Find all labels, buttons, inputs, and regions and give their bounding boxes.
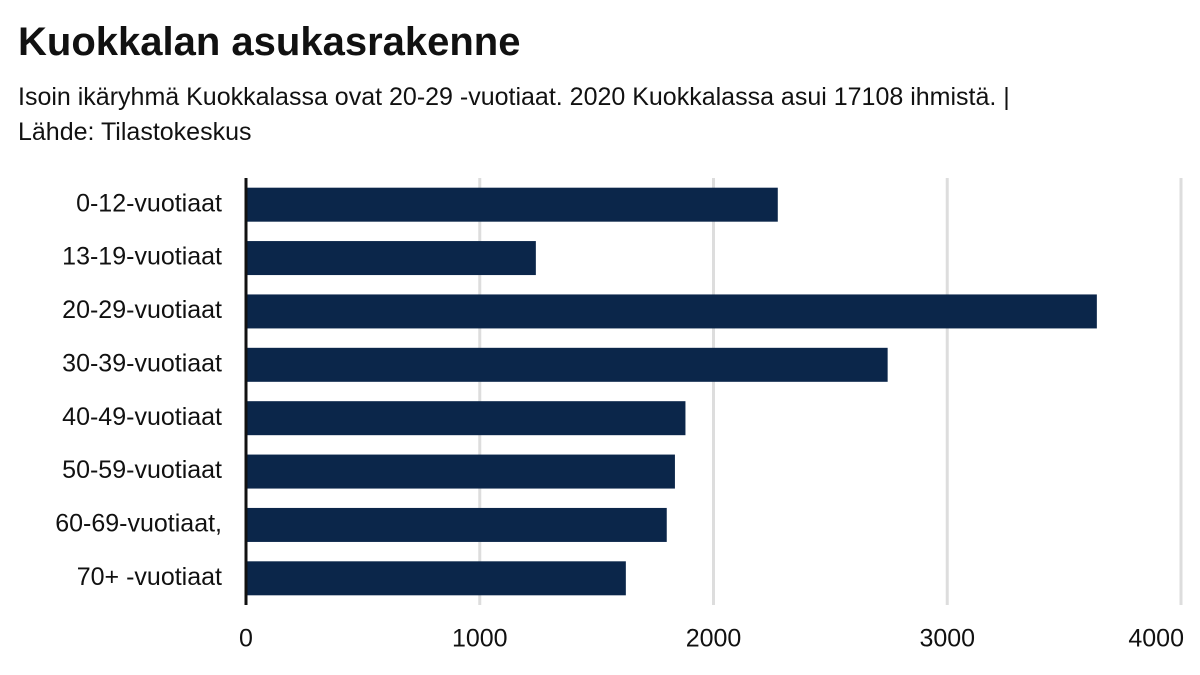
x-tick-label: 1000 [452, 625, 508, 653]
y-tick-label: 0-12-vuotiaat [76, 189, 222, 217]
bar [246, 454, 675, 489]
chart-subtitle: Isoin ikäryhmä Kuokkalassa ovat 20-29 -v… [18, 83, 1010, 146]
y-tick-label: 60-69-vuotiaat, [55, 510, 222, 538]
y-tick-label: 13-19-vuotiaat [62, 243, 222, 271]
bar [246, 401, 686, 436]
y-tick-label: 30-39-vuotiaat [62, 349, 222, 377]
x-tick-label: 4000 [1128, 625, 1184, 653]
chart-title: Kuokkalan asukasrakenne [18, 20, 521, 64]
x-tick-label: 2000 [686, 625, 742, 653]
bar [246, 294, 1097, 329]
x-tick-label: 0 [239, 625, 253, 653]
x-tick-label: 3000 [919, 625, 975, 653]
y-tick-label: 50-59-vuotiaat [62, 456, 222, 484]
bar [246, 561, 626, 596]
bar [246, 241, 536, 276]
bar [246, 347, 888, 382]
y-tick-label: 70+ -vuotiaat [77, 563, 222, 591]
bar [246, 507, 667, 542]
y-tick-label: 20-29-vuotiaat [62, 296, 222, 324]
bar [246, 187, 778, 222]
y-tick-label: 40-49-vuotiaat [62, 403, 222, 431]
